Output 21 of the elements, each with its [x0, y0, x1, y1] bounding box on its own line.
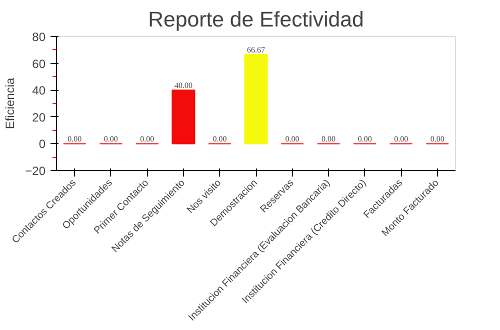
- data-label: 66.67: [247, 45, 265, 54]
- data-label: 0.00: [104, 134, 118, 144]
- y-tick-label: 60: [32, 56, 46, 71]
- data-label: 0.00: [285, 134, 300, 144]
- y-tick-label: −20: [25, 164, 46, 178]
- data-label: 0.00: [322, 134, 336, 144]
- y-tick-label: 0: [38, 137, 46, 152]
- data-label: 40.00: [174, 81, 192, 90]
- chart-title: Reporte de Efectividad: [148, 8, 364, 32]
- data-label: 0.00: [212, 134, 227, 144]
- y-axis-title: Eficiencia: [3, 77, 18, 130]
- data-label: 0.00: [430, 134, 444, 144]
- y-tick-label: 40: [32, 84, 46, 98]
- y-tick-label: 80: [32, 30, 46, 44]
- data-label: 0.00: [68, 134, 82, 144]
- y-tick-label: 20: [32, 110, 46, 124]
- data-label: 0.00: [358, 134, 372, 144]
- data-label: 0.00: [140, 134, 154, 144]
- bar: [244, 54, 268, 144]
- bar: [172, 90, 196, 144]
- data-label: 0.00: [394, 134, 408, 144]
